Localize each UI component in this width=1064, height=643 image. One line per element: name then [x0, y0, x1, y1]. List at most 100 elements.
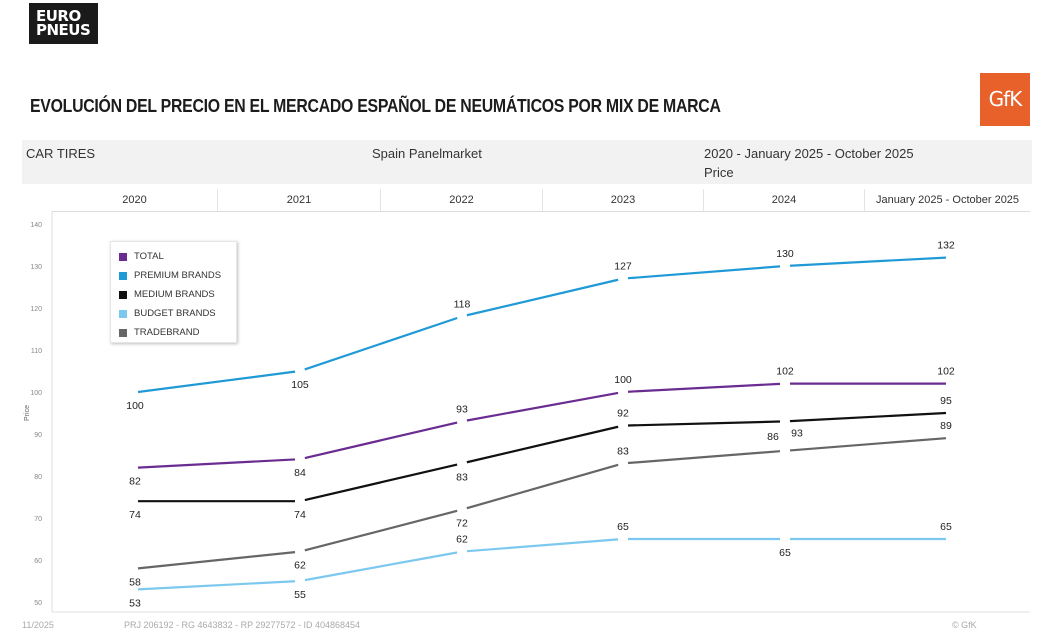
legend-swatch [119, 271, 127, 280]
y-tick-label: 70 [34, 516, 42, 523]
data-label-tradebrand: 58 [129, 576, 141, 588]
legend-label: MEDIUM BRANDS [134, 289, 215, 300]
data-label-total: 84 [294, 467, 306, 479]
series-line-tradebrand [789, 437, 947, 452]
legend-label: BUDGET BRANDS [134, 308, 216, 319]
data-label-premium-brands: 118 [454, 298, 471, 310]
data-label-premium-brands: 105 [291, 379, 309, 391]
legend-item-premium-brands: PREMIUM BRANDS [119, 266, 236, 285]
series-line-medium-brands [789, 411, 947, 423]
series-line-medium-brands [304, 463, 458, 502]
data-label-medium-brands: 93 [791, 427, 803, 439]
data-label-tradebrand: 62 [294, 560, 306, 572]
series-line-tradebrand [137, 551, 296, 570]
data-labels: 82 84 93 100 102 102 100 105 118 127 130 132 74 74 83 9… [126, 240, 955, 610]
y-tick-label: 140 [30, 222, 42, 229]
data-label-medium-brands: 95 [940, 395, 952, 407]
column-header: 2024 [704, 189, 865, 211]
series-line-medium-brands [627, 420, 781, 427]
series-line-budget-brands [466, 538, 619, 553]
series-line-total [304, 421, 458, 460]
logo-line-2: PNEUS [36, 21, 91, 39]
column-header: 2020 [52, 189, 218, 211]
series-line-medium-brands [466, 425, 619, 464]
data-label-tradebrand: 72 [456, 518, 468, 530]
data-label-medium-brands: 74 [294, 509, 306, 521]
column-header: 2021 [218, 189, 381, 211]
category-label: CAR TIRES [26, 146, 96, 161]
y-tick-label: 80 [34, 474, 42, 481]
logo-line-1: EURO [36, 7, 81, 25]
data-label-total: 93 [456, 403, 468, 415]
data-label-budget-brands: 65 [779, 547, 791, 559]
data-label-tradebrand: 89 [940, 420, 952, 432]
footer-ids: PRJ 206192 - RG 4643832 - RP 29277572 - … [124, 620, 360, 630]
period-label: 2020 - January 2025 - October 2025 [704, 146, 914, 161]
legend-swatch [119, 328, 127, 337]
data-label-total: 82 [129, 476, 141, 488]
series-line-total [466, 391, 619, 422]
data-label-tradebrand: 86 [767, 431, 779, 443]
series-line-budget-brands [137, 580, 296, 591]
y-tick-label: 50 [34, 600, 42, 607]
y-axis-label: Price [24, 405, 31, 421]
legend-item-total: TOTAL [119, 247, 236, 266]
footer-copyright: © GfK [952, 620, 977, 630]
y-tick-label: 130 [30, 264, 42, 271]
data-label-medium-brands: 83 [456, 471, 468, 483]
series-line-tradebrand [627, 450, 781, 465]
chart-legend: TOTAL PREMIUM BRANDS MEDIUM BRANDS BUDGE… [110, 241, 237, 343]
column-header: January 2025 - October 2025 [875, 194, 1020, 206]
legend-label: TRADEBRAND [134, 327, 200, 338]
y-tick-label: 110 [31, 348, 42, 355]
data-label-premium-brands: 130 [776, 248, 794, 260]
legend-swatch [119, 309, 127, 318]
column-header-row: 2020 2021 2022 2023 2024 January 2025 - … [52, 189, 1030, 212]
data-label-budget-brands: 62 [456, 534, 468, 546]
legend-swatch [119, 252, 127, 261]
legend-item-tradebrand: TRADEBRAND [119, 323, 236, 342]
y-tick-label: 60 [34, 558, 42, 565]
series-line-total [627, 382, 781, 393]
y-tick-label: 100 [30, 390, 42, 397]
series-lines [137, 256, 947, 591]
data-label-premium-brands: 132 [937, 240, 955, 252]
data-label-budget-brands: 55 [294, 589, 306, 601]
data-label-medium-brands: 74 [129, 509, 141, 521]
chart-axes: 140 130 120 110 100 90 80 70 60 50 Price [24, 211, 1030, 613]
data-label-budget-brands: 65 [940, 521, 952, 533]
footer-date: 11/2025 [22, 620, 54, 630]
market-label: Spain Panelmarket [372, 146, 482, 161]
legend-item-medium-brands: MEDIUM BRANDS [119, 285, 236, 304]
legend-item-budget-brands: BUDGET BRANDS [119, 304, 236, 323]
data-label-total: 102 [776, 366, 794, 378]
data-label-tradebrand: 83 [617, 445, 629, 457]
series-line-premium-brands [137, 370, 296, 394]
data-label-total: 100 [614, 374, 632, 386]
page-title: EVOLUCIÓN DEL PRECIO EN EL MERCADO ESPAÑ… [30, 96, 721, 116]
legend-label: PREMIUM BRANDS [134, 270, 222, 281]
gfk-logo: GfK [980, 73, 1030, 126]
column-header: 2022 [381, 189, 543, 211]
legend-swatch [119, 290, 127, 299]
column-header: 2023 [543, 189, 704, 211]
y-tick-label: 120 [30, 306, 42, 313]
data-label-medium-brands: 92 [617, 408, 629, 420]
measure-label: Price [704, 165, 734, 180]
data-label-premium-brands: 127 [614, 261, 632, 273]
series-line-premium-brands [466, 278, 619, 317]
series-line-total [137, 458, 296, 469]
europneus-logo: EURO PNEUS [29, 3, 98, 44]
info-bar: CAR TIRES Spain Panelmarket 2020 - Janua… [22, 140, 1032, 184]
series-line-tradebrand [466, 463, 619, 510]
series-line-premium-brands [304, 316, 458, 371]
series-line-tradebrand [304, 509, 458, 552]
legend-label: TOTAL [134, 251, 164, 262]
data-label-premium-brands: 100 [126, 400, 144, 412]
series-line-premium-brands [627, 265, 781, 280]
series-line-budget-brands [304, 551, 458, 582]
y-tick-label: 90 [34, 432, 42, 439]
data-label-budget-brands: 53 [129, 597, 141, 609]
series-line-premium-brands [789, 256, 947, 267]
